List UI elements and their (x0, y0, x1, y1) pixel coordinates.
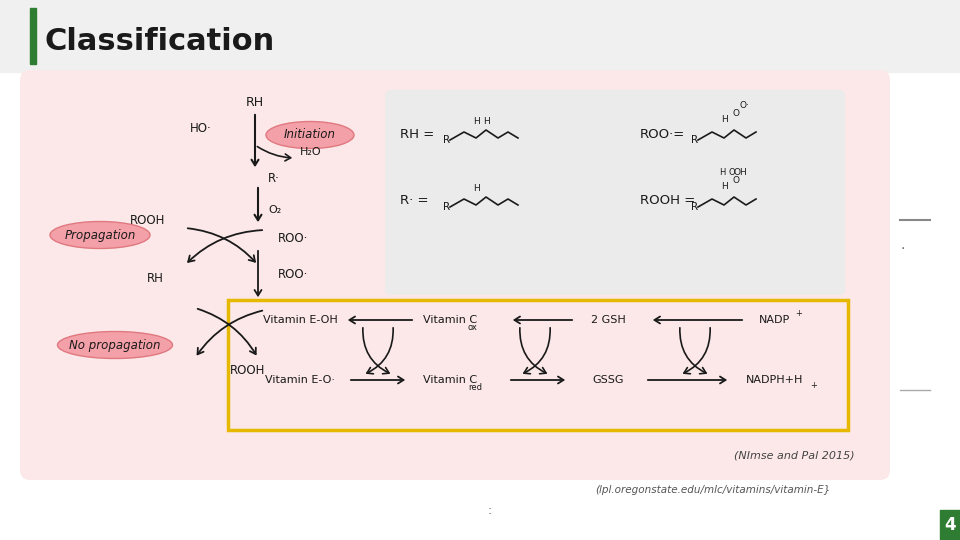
Text: Initiation: Initiation (284, 129, 336, 141)
Text: Vitamin E-OH: Vitamin E-OH (263, 315, 337, 325)
Text: ROO·: ROO· (278, 232, 308, 245)
Text: H: H (721, 182, 728, 191)
Text: RH: RH (147, 272, 163, 285)
Ellipse shape (50, 221, 150, 248)
Text: R· =: R· = (400, 193, 428, 206)
Text: R: R (443, 202, 450, 212)
FancyBboxPatch shape (20, 70, 890, 480)
Text: ROO·: ROO· (278, 268, 308, 281)
Text: 2 GSH: 2 GSH (590, 315, 625, 325)
Text: R: R (691, 202, 698, 212)
Text: (lpl.oregonstate.edu/mlc/vitamins/vitamin-E}: (lpl.oregonstate.edu/mlc/vitamins/vitami… (595, 485, 830, 495)
Ellipse shape (58, 332, 173, 359)
Text: Vitamin E-O·: Vitamin E-O· (265, 375, 335, 385)
Text: H: H (483, 117, 490, 126)
Text: ·: · (900, 242, 904, 256)
Text: RH =: RH = (400, 129, 434, 141)
Text: :: : (488, 503, 492, 516)
Text: H₂O: H₂O (300, 147, 322, 157)
Text: Classification: Classification (44, 28, 275, 57)
Text: RH: RH (246, 97, 264, 110)
Text: GSSG: GSSG (592, 375, 624, 385)
Text: Vitamin C: Vitamin C (423, 315, 477, 325)
Text: NADPH+H: NADPH+H (746, 375, 804, 385)
Text: (NImse and Pal 2015): (NImse and Pal 2015) (734, 450, 855, 460)
Text: ox: ox (468, 322, 478, 332)
Bar (0, 0, 960, 72)
Text: H O: H O (720, 168, 735, 177)
Text: ROO·=: ROO·= (640, 129, 685, 141)
Text: H: H (472, 184, 479, 193)
Text: +: + (795, 309, 802, 319)
Ellipse shape (266, 122, 354, 148)
Text: R: R (691, 135, 698, 145)
Text: OH: OH (733, 168, 747, 177)
Text: ROOH: ROOH (230, 363, 266, 376)
Bar (940, 510, 960, 540)
Text: O: O (732, 176, 739, 185)
Text: R·: R· (268, 172, 280, 185)
Text: Propagation: Propagation (64, 228, 135, 241)
Text: H: H (472, 117, 479, 126)
Text: ROOH: ROOH (131, 213, 166, 226)
Text: red: red (468, 382, 482, 392)
Text: NADP: NADP (759, 315, 791, 325)
Bar (228, 300, 848, 430)
Text: Vitamin C: Vitamin C (423, 375, 477, 385)
Text: No propagation: No propagation (69, 339, 160, 352)
Text: +: + (810, 381, 817, 390)
Text: ·: · (480, 196, 484, 206)
FancyBboxPatch shape (385, 90, 845, 295)
Text: H: H (721, 115, 728, 124)
Bar (30, 8, 36, 64)
Text: O·: O· (739, 101, 749, 110)
Text: 4: 4 (945, 516, 956, 534)
Text: R: R (443, 135, 450, 145)
Text: O: O (732, 109, 739, 118)
Text: ROOH =: ROOH = (640, 193, 695, 206)
Text: O₂: O₂ (268, 205, 281, 215)
Text: HO·: HO· (190, 122, 212, 134)
